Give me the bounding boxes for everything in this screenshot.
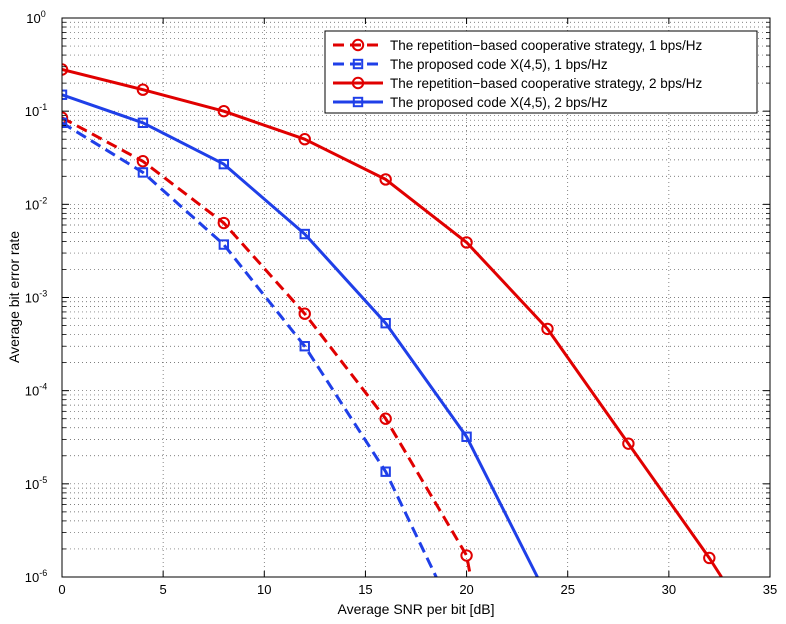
data-point-square bbox=[299, 341, 310, 352]
legend: The repetition−based cooperative strateg… bbox=[324, 30, 758, 114]
data-point-circle bbox=[379, 412, 392, 425]
data-point-circle bbox=[460, 236, 473, 249]
series-layer bbox=[62, 63, 723, 577]
y-tick-label: 10-4 bbox=[25, 382, 47, 399]
series-line bbox=[62, 93, 539, 577]
data-point-square bbox=[218, 158, 230, 170]
x-tick-label: 15 bbox=[358, 582, 372, 597]
y-tick-label: 10-1 bbox=[25, 102, 47, 119]
data-point-circle bbox=[136, 155, 150, 168]
legend-label: The proposed code X(4,5), 1 bps/Hz bbox=[390, 57, 608, 72]
data-point-circle bbox=[217, 104, 231, 118]
x-tick-label: 0 bbox=[58, 582, 65, 597]
legend-label: The repetition−based cooperative strateg… bbox=[390, 38, 703, 53]
data-point-square bbox=[380, 317, 391, 329]
x-tick-label: 35 bbox=[763, 582, 777, 597]
data-point-circle bbox=[460, 549, 473, 562]
x-tick-label: 5 bbox=[160, 582, 167, 597]
series-group bbox=[62, 89, 539, 577]
data-point-circle bbox=[622, 437, 635, 450]
data-point-square bbox=[352, 96, 364, 108]
data-point-square bbox=[218, 239, 230, 250]
axis-ticks bbox=[61, 17, 771, 578]
data-point-square bbox=[380, 466, 391, 477]
data-point-circle bbox=[298, 307, 311, 320]
data-point-square bbox=[137, 117, 149, 129]
series-group bbox=[62, 63, 723, 577]
series-line bbox=[62, 116, 473, 577]
data-point-circle bbox=[298, 133, 311, 146]
data-point-circle bbox=[379, 173, 392, 186]
series-group bbox=[62, 117, 438, 577]
data-point-circle bbox=[217, 216, 231, 230]
series-line bbox=[62, 121, 438, 577]
x-tick-label: 10 bbox=[257, 582, 271, 597]
data-point-square bbox=[137, 167, 149, 178]
data-point-square bbox=[461, 431, 472, 442]
data-point-circle bbox=[703, 551, 716, 565]
y-tick-label: 10-6 bbox=[25, 568, 47, 585]
y-tick-labels: 100 10-1 10-2 10-3 10-4 10-5 10-6 bbox=[25, 9, 47, 585]
series-line bbox=[62, 68, 723, 577]
data-point-circle bbox=[541, 322, 554, 336]
data-point-square bbox=[62, 89, 68, 100]
data-point-square bbox=[352, 58, 364, 70]
y-tick-label: 10-5 bbox=[25, 475, 47, 492]
data-point-circle bbox=[351, 76, 365, 90]
legend-box bbox=[324, 30, 758, 114]
data-point-square bbox=[299, 228, 310, 240]
data-point-circle bbox=[351, 38, 365, 52]
y-axis-label: Average bit error rate bbox=[6, 231, 22, 363]
y-tick-label: 100 bbox=[26, 9, 45, 26]
legend-label: The proposed code X(4,5), 2 bps/Hz bbox=[390, 95, 608, 110]
x-tick-label: 20 bbox=[459, 582, 473, 597]
x-tick-label: 30 bbox=[662, 582, 676, 597]
data-point-circle bbox=[136, 83, 150, 96]
y-tick-label: 10-3 bbox=[25, 289, 47, 306]
y-tick-label: 10-2 bbox=[25, 195, 47, 212]
data-point-square bbox=[62, 117, 68, 129]
x-axis-label: Average SNR per bit [dB] bbox=[338, 601, 495, 617]
data-point-circle bbox=[62, 63, 69, 76]
x-tick-label: 25 bbox=[560, 582, 574, 597]
x-tick-labels: 0 5 10 15 20 25 30 35 bbox=[58, 582, 777, 597]
legend-label: The repetition−based cooperative strateg… bbox=[390, 76, 703, 91]
